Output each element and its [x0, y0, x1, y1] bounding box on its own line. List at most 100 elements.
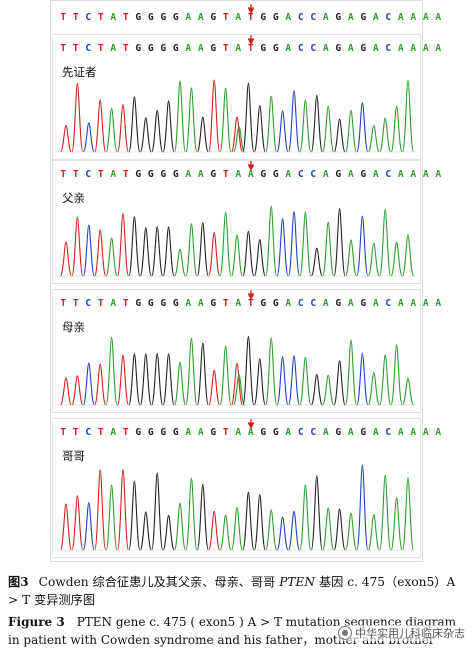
base-letter: C — [297, 43, 304, 54]
base-letter: A — [322, 427, 329, 438]
base-letter: G — [147, 12, 154, 23]
trace-peak — [367, 242, 380, 277]
base-letter: G — [147, 43, 154, 54]
trace-peak — [232, 125, 246, 153]
base-letter: A — [397, 43, 404, 54]
trace-peak — [105, 484, 118, 551]
trace-peak — [322, 221, 335, 277]
trace-peak — [208, 79, 221, 153]
base-letter: T — [72, 427, 79, 438]
base-letter: C — [297, 169, 304, 180]
trace-peak — [128, 96, 141, 153]
base-letter: T — [60, 43, 67, 54]
base-letter: G — [260, 298, 267, 309]
base-letter: T — [72, 169, 79, 180]
trace-peak — [322, 507, 335, 551]
caption-chinese: 图3 Cowden 综合征患儿及其父亲、母亲、哥哥 PTEN 基因 c. 475（… — [8, 573, 468, 609]
trace-peak — [185, 477, 198, 551]
trace-peak — [333, 360, 346, 406]
trace-peak — [265, 509, 278, 551]
trace-peak — [230, 116, 244, 153]
base-letter: A — [435, 427, 442, 438]
base-letter: G — [172, 169, 179, 180]
base-letter: G — [210, 43, 217, 54]
caption-en-figure-number: Figure 3 — [8, 615, 65, 629]
base-letter: G — [135, 169, 142, 180]
trace-peak — [139, 117, 152, 153]
base-letter: G — [360, 298, 367, 309]
trace-peak — [59, 241, 73, 277]
base-letter: A — [410, 169, 417, 180]
base-letter: A — [285, 43, 292, 54]
trace-peak — [287, 355, 301, 406]
base-letter: T — [247, 12, 254, 23]
trace-peak — [390, 344, 403, 406]
base-letter: G — [360, 43, 367, 54]
trace-peak — [82, 224, 95, 277]
trace-peak — [379, 209, 392, 277]
base-letter: T — [60, 169, 67, 180]
trace-peak — [105, 237, 118, 277]
base-letter: T — [122, 12, 129, 23]
base-letter: A — [235, 43, 242, 54]
base-letter: G — [272, 169, 279, 180]
base-letter: G — [135, 298, 142, 309]
trace-peak — [185, 87, 198, 153]
base-letter: T — [72, 298, 79, 309]
trace-peak — [299, 211, 312, 277]
base-letter: A — [372, 298, 379, 309]
base-letter: A — [397, 298, 404, 309]
base-letter: T — [97, 427, 104, 438]
trace-peak — [390, 497, 403, 551]
trace-peak — [139, 353, 152, 406]
trace-peak — [94, 99, 107, 153]
trace-peak — [116, 104, 130, 153]
mutation-arrow-icon — [247, 35, 254, 45]
base-letter: G — [210, 12, 217, 23]
trace-peak — [287, 211, 301, 277]
trace-peak — [390, 241, 403, 277]
base-letter: G — [172, 298, 179, 309]
trace-peak — [116, 212, 130, 277]
caption-cn-figure-number: 图3 — [8, 575, 29, 589]
trace-peak — [276, 110, 289, 153]
base-letter: A — [185, 169, 192, 180]
trace-peak — [82, 501, 95, 551]
trace-peak — [196, 222, 209, 277]
base-letter: A — [410, 12, 417, 23]
trace-peak — [253, 358, 266, 406]
trace-peak — [367, 124, 380, 153]
watermark: 中华实用儿科临床杂志 — [338, 625, 465, 641]
base-letter: A — [185, 12, 192, 23]
chromatogram-panel — [52, 418, 421, 558]
trace-peak — [287, 90, 301, 153]
base-letter: A — [110, 427, 117, 438]
trace-peak — [173, 361, 187, 406]
base-letter: A — [235, 298, 242, 309]
base-letter: A — [435, 12, 442, 23]
base-letter: A — [110, 43, 117, 54]
trace-peak — [71, 216, 84, 277]
trace-peak — [253, 494, 266, 551]
trace-peak — [162, 226, 175, 277]
base-letter: A — [197, 12, 204, 23]
base-letter: C — [297, 12, 304, 23]
base-letter: C — [85, 427, 92, 438]
trace-peak — [344, 512, 358, 551]
base-letter: T — [72, 43, 79, 54]
trace-peak — [230, 234, 244, 277]
trace-peak — [59, 503, 73, 551]
trace-peak — [379, 117, 392, 153]
chromatogram-traces — [56, 79, 417, 153]
base-letter: A — [410, 43, 417, 54]
base-letter: C — [385, 12, 392, 23]
base-letter: A — [285, 298, 292, 309]
base-letter: G — [260, 43, 267, 54]
trace-peak — [299, 99, 312, 153]
trace-peak — [105, 107, 118, 153]
base-letter: A — [235, 169, 242, 180]
base-letter: A — [185, 427, 192, 438]
panel-label: 父亲 — [62, 191, 85, 205]
base-letter: G — [210, 427, 217, 438]
